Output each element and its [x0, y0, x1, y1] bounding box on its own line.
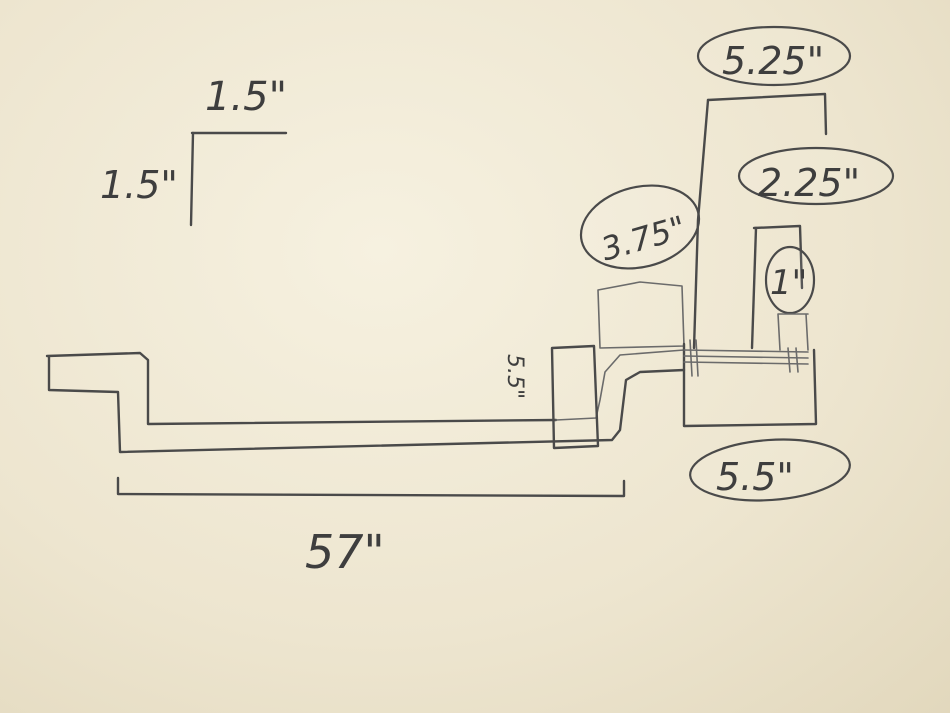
side-box	[550, 344, 600, 450]
corner-reference-mark	[189, 131, 288, 227]
base-width-label: 5.5"	[716, 455, 794, 499]
corner-vertical-line	[189, 131, 195, 227]
tall-width-bubble	[696, 25, 852, 87]
side-height-label: 5.5"	[502, 354, 527, 399]
long-run-dimension-bracket	[116, 476, 626, 498]
inner-box-left	[750, 226, 758, 350]
inner-box-top	[752, 224, 804, 290]
circle-label: 1"	[770, 263, 807, 303]
circle-bubble	[764, 245, 816, 315]
tall-box	[692, 92, 828, 350]
inner-width-bubble	[737, 146, 895, 206]
base-box	[682, 339, 818, 428]
tall-box-left-side	[692, 98, 710, 350]
pipe-bend-upper	[555, 349, 685, 421]
inner-width-label: 2.25"	[758, 161, 860, 205]
pipe-bottom-edge	[47, 355, 686, 454]
bracket-line	[116, 476, 626, 498]
small-box	[597, 281, 685, 349]
corner-horizontal-label: 1.5"	[205, 74, 287, 120]
tall-width-label: 5.25"	[722, 39, 824, 83]
base-box-top-rails	[683, 349, 809, 365]
corner-vertical-label: 1.5"	[100, 163, 178, 207]
circle-post	[777, 313, 809, 351]
side-box-outline	[550, 344, 600, 450]
inner-box	[750, 224, 804, 350]
base-box-hatch	[689, 339, 799, 377]
small-box-outline	[597, 281, 685, 349]
long-pipe-run	[45, 349, 686, 454]
pipe-top-edge	[45, 351, 558, 426]
long-run-label: 57"	[305, 525, 385, 579]
base-width-bubble	[689, 438, 851, 502]
tall-box-top	[706, 92, 828, 136]
base-box-outline	[682, 342, 818, 428]
